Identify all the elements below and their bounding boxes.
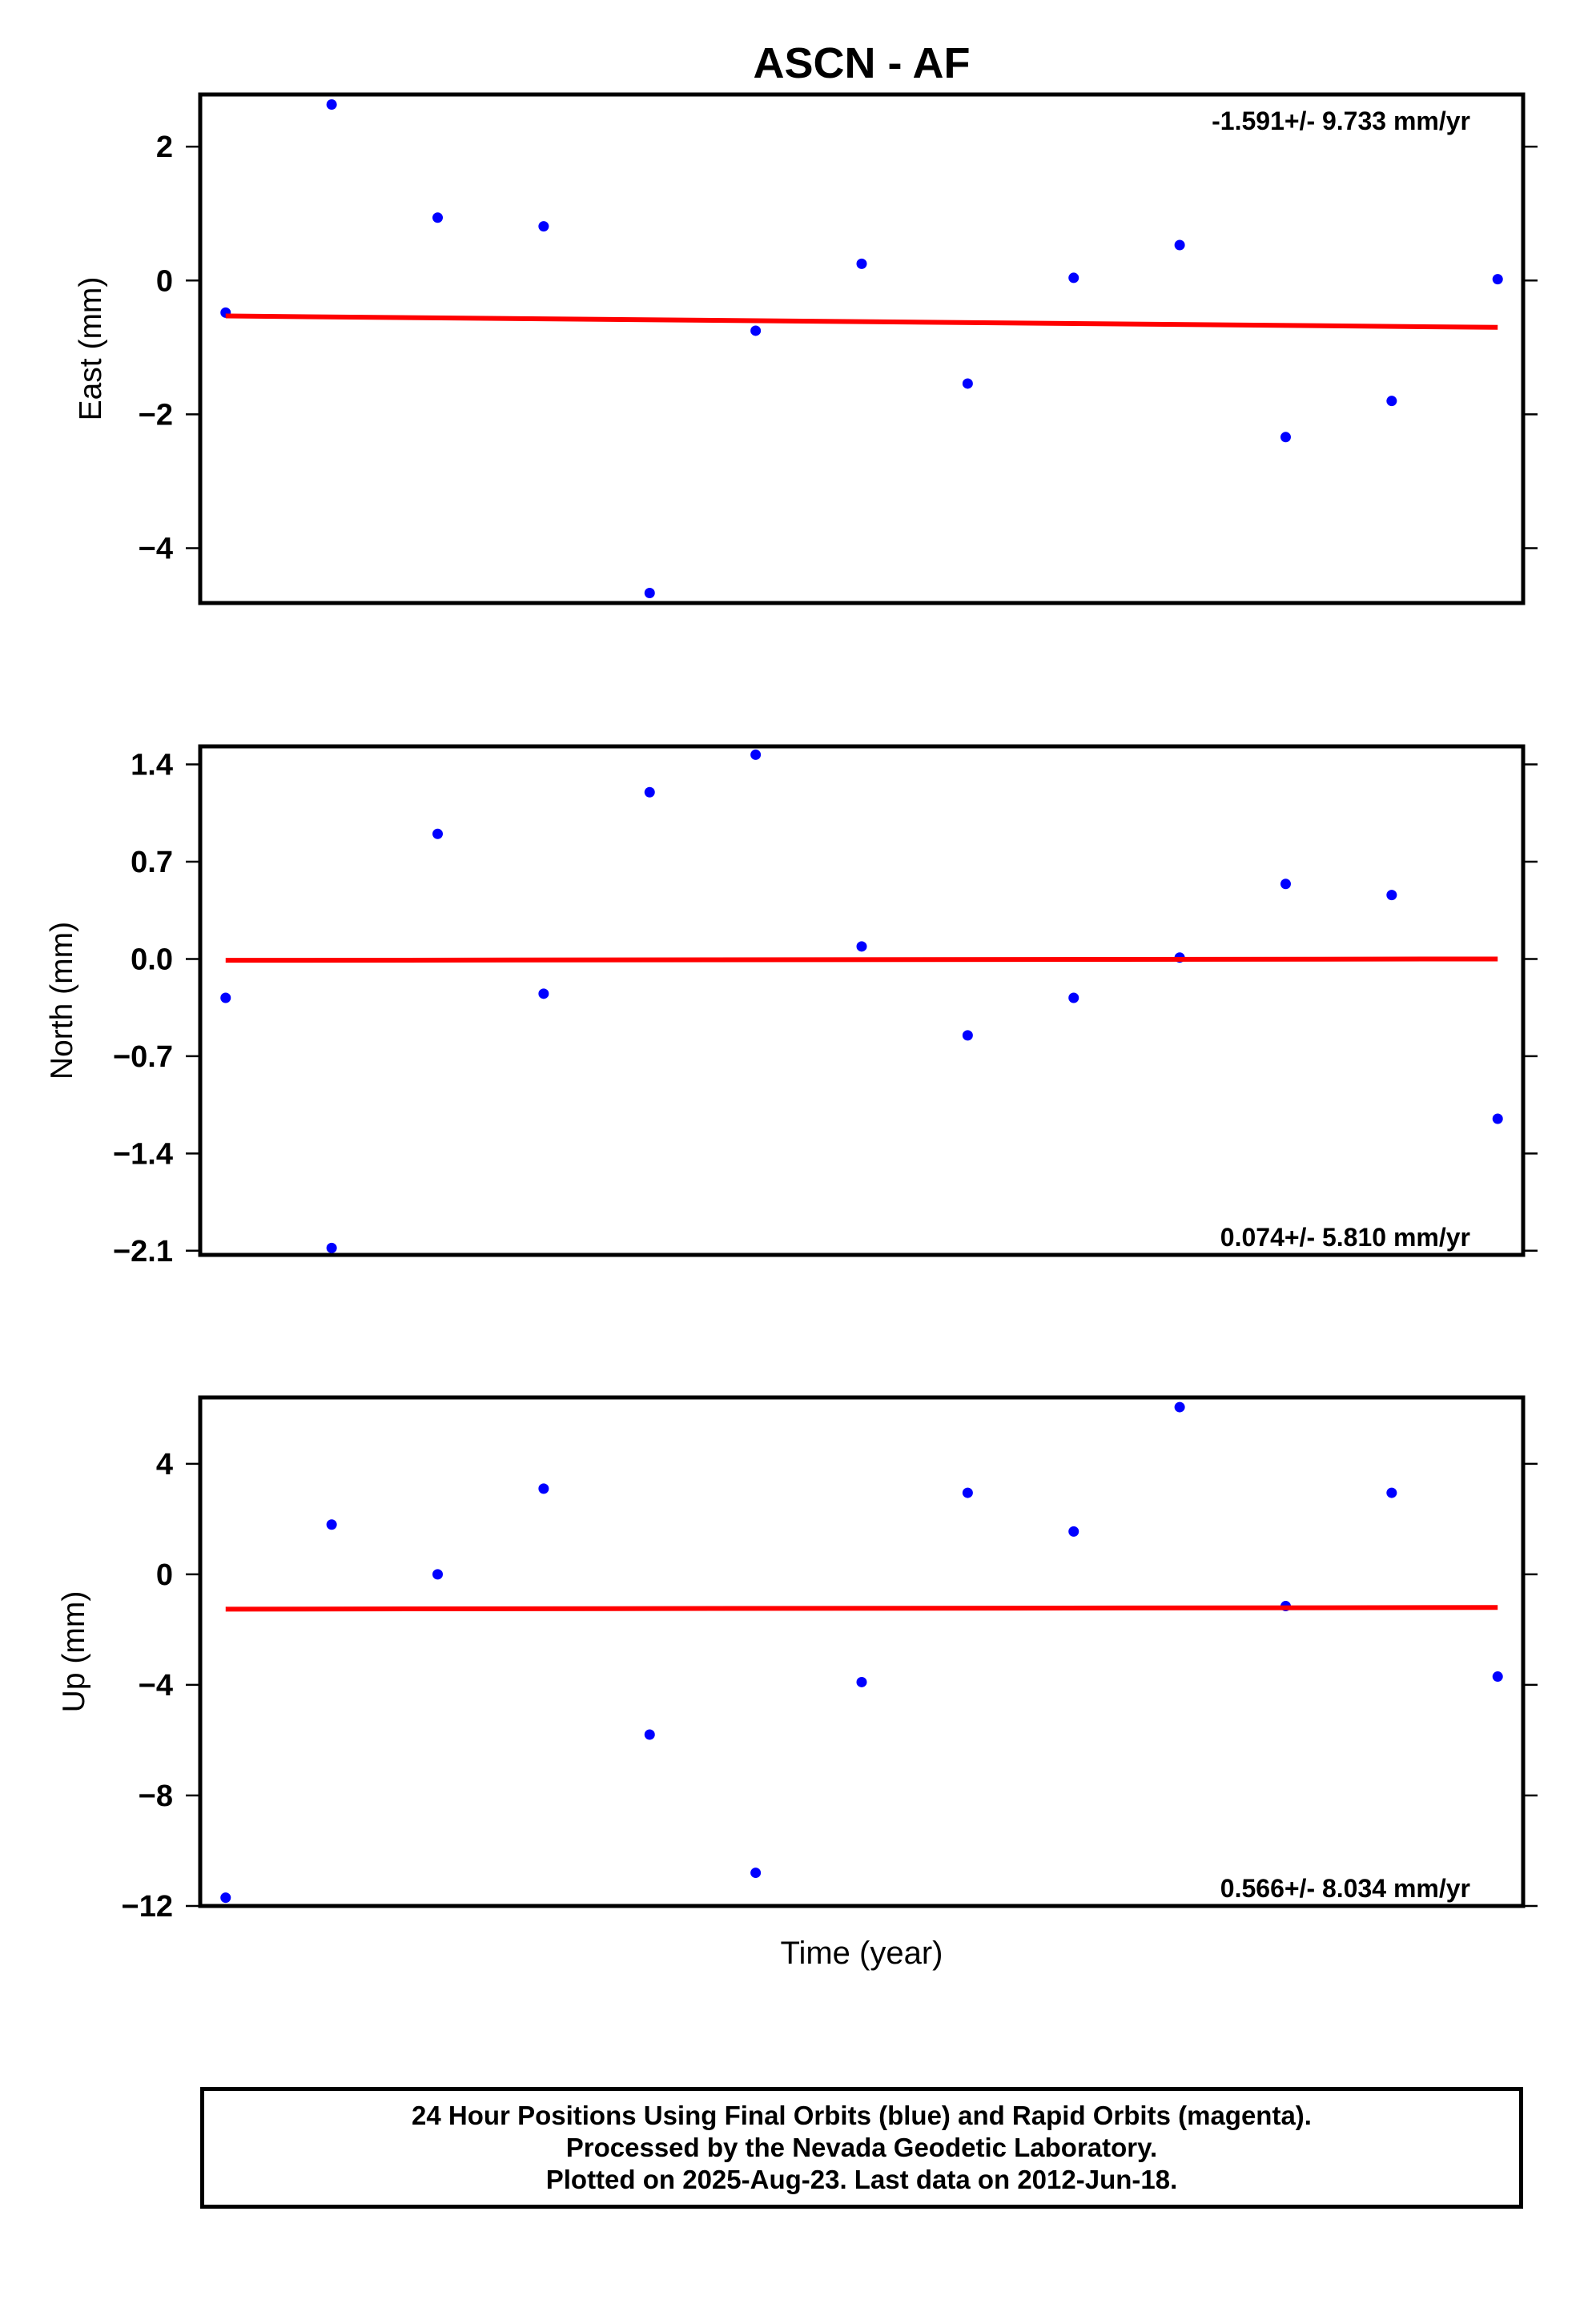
up-data-point xyxy=(1492,1671,1503,1683)
up-data-point xyxy=(326,1519,337,1530)
chart-title: ASCN - AF xyxy=(754,39,971,87)
north-data-point xyxy=(1386,890,1397,901)
north-ytick-label: −2.1 xyxy=(113,1235,173,1269)
north-data-point xyxy=(750,749,762,760)
up-ytick-label: −4 xyxy=(139,1669,173,1703)
north-rate-label: 0.074+/- 5.810 mm/yr xyxy=(1220,1223,1470,1252)
north-data-point xyxy=(1068,992,1079,1003)
up-data-point xyxy=(962,1487,973,1498)
up-ytick-label: −8 xyxy=(139,1779,173,1813)
caption-line-1: 24 Hour Positions Using Final Orbits (bl… xyxy=(412,2101,1312,2130)
up-data-point xyxy=(538,1483,549,1494)
up-panel: 4 0 −4 −8 −12 Up (mm) 0.566+/- 8.034 mm/yr xyxy=(57,1395,1538,1924)
north-ytick-label: 0.7 xyxy=(131,846,173,879)
up-trend-line xyxy=(225,1605,1498,1612)
up-ytick-label: 4 xyxy=(156,1448,173,1482)
up-ytick-label: −12 xyxy=(122,1890,173,1924)
caption-line-3: Plotted on 2025-Aug-23. Last data on 201… xyxy=(545,2165,1178,2194)
east-data-point xyxy=(538,221,549,232)
east-ytick-label: −2 xyxy=(139,398,173,432)
east-panel: 2 0 −2 −4 East (mm) -1.591+/- 9.733 mm/yr xyxy=(74,92,1538,605)
north-data-point xyxy=(432,828,444,839)
up-y-axis-label: Up (mm) xyxy=(57,1591,91,1713)
up-data-point xyxy=(750,1868,762,1879)
north-data-point xyxy=(1280,879,1291,890)
north-panel: 1.4 0.7 0.0 −0.7 −1.4 −2.1 North (mm) 0.074+/- … xyxy=(45,744,1538,1269)
north-data-point xyxy=(326,1242,337,1253)
north-data-point xyxy=(644,786,655,798)
north-data-point xyxy=(1492,1113,1503,1124)
north-frame xyxy=(198,744,1526,1257)
caption-box: 24 Hour Positions Using Final Orbits (bl… xyxy=(200,2087,1523,2209)
east-ytick-label: 2 xyxy=(156,131,173,164)
up-data-point xyxy=(856,1676,867,1687)
up-data-point xyxy=(1174,1401,1185,1413)
east-data-point xyxy=(432,212,444,223)
east-ytick-label: 0 xyxy=(156,264,173,298)
east-frame xyxy=(198,92,1526,605)
up-data-point xyxy=(644,1729,655,1740)
east-ytick-label: −4 xyxy=(139,532,173,565)
x-axis-label: Time (year) xyxy=(781,1936,943,1971)
east-data-point xyxy=(750,325,762,336)
north-data-point xyxy=(220,992,231,1003)
north-y-axis-label: North (mm) xyxy=(45,922,79,1080)
east-data-point xyxy=(856,258,867,269)
north-ytick-label: −0.7 xyxy=(113,1040,173,1074)
east-data-point xyxy=(326,99,337,111)
north-ytick-label: 1.4 xyxy=(131,749,173,782)
up-rate-label: 0.566+/- 8.034 mm/yr xyxy=(1220,1874,1470,1903)
north-ytick-label: −1.4 xyxy=(113,1137,173,1171)
up-data-point xyxy=(432,1569,444,1580)
east-data-point xyxy=(1174,239,1185,251)
east-trend-line xyxy=(225,313,1498,330)
up-data-point xyxy=(1386,1487,1397,1498)
east-data-point xyxy=(1386,396,1397,407)
north-trend-line xyxy=(225,956,1498,963)
up-ytick-label: 0 xyxy=(156,1558,173,1592)
north-ytick-label: 0.0 xyxy=(131,943,173,976)
east-data-point xyxy=(1492,274,1503,285)
east-data-point xyxy=(962,378,973,389)
caption-line-2: Processed by the Nevada Geodetic Laborat… xyxy=(565,2133,1158,2162)
north-data-point xyxy=(962,1030,973,1041)
up-frame xyxy=(198,1395,1526,1908)
east-data-point xyxy=(1280,432,1291,443)
east-rate-label: -1.591+/- 9.733 mm/yr xyxy=(1212,107,1470,135)
up-data-point xyxy=(220,1892,231,1904)
north-data-point xyxy=(538,988,549,999)
east-y-axis-label: East (mm) xyxy=(74,277,108,421)
east-data-point xyxy=(1068,272,1079,283)
up-data-point xyxy=(1068,1526,1079,1537)
north-data-point xyxy=(856,941,867,952)
east-data-point xyxy=(644,587,655,598)
